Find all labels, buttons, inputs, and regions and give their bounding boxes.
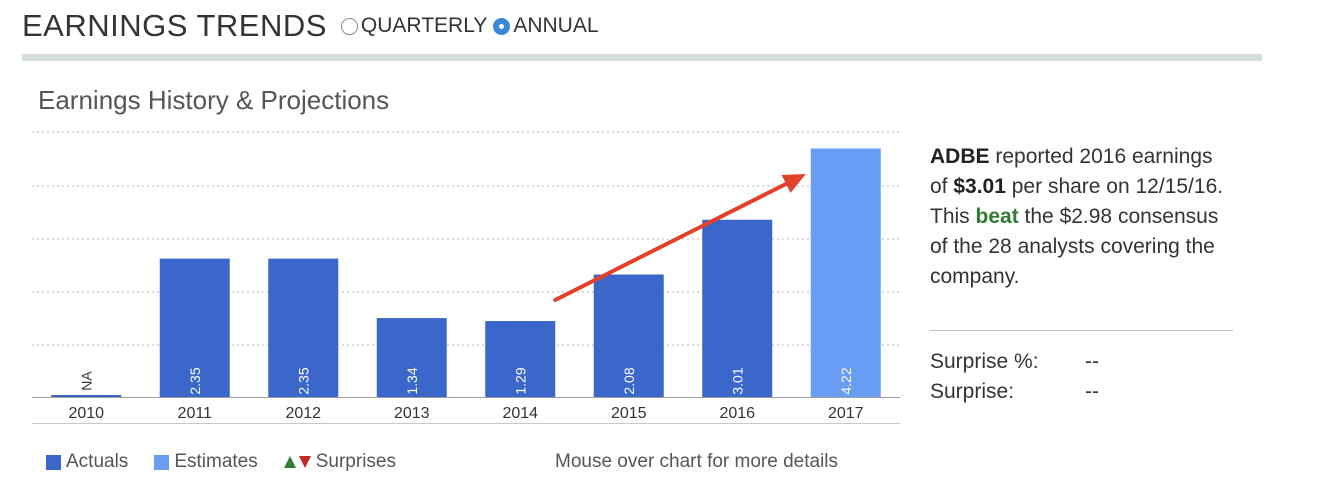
bar-label-2011: 2.35 — [187, 367, 203, 394]
bar-2012[interactable] — [268, 258, 339, 397]
chart-tick-labels: 2010 2011 2012 2013 2014 2015 2016 2017 — [68, 405, 863, 422]
legend-estimates-label: Estimates — [174, 451, 258, 472]
bar-label-2012: 2.35 — [295, 367, 311, 394]
legend-estimates: Estimates — [154, 451, 258, 473]
chart-legend: Actuals Estimates Surprises — [46, 451, 422, 473]
summary-text-3: the $2.98 consensus of the 28 analysts c… — [930, 205, 1219, 288]
x-tick-2016: 2016 — [719, 405, 755, 422]
chart-bar-labels: NA 2.35 2.35 1.34 1.29 2.08 3.01 4.22 — [78, 367, 854, 394]
x-tick-2015: 2015 — [611, 405, 647, 422]
x-tick-2013: 2013 — [394, 405, 430, 422]
summary-eps: $3.01 — [953, 175, 1006, 198]
section-title: EARNINGS TRENDS — [22, 8, 327, 43]
surprise-label: Surprise: — [930, 380, 1015, 403]
summary-text-2: per share on 12/15/16. This — [930, 175, 1224, 228]
radio-annual-label[interactable]: ANNUAL — [513, 14, 599, 37]
bar-label-2014: 1.29 — [512, 367, 528, 394]
header-divider — [22, 54, 1262, 61]
summary-ticker[interactable]: ADBE — [930, 145, 990, 168]
legend-estimates-swatch — [154, 454, 170, 470]
bar-2013[interactable] — [376, 318, 447, 397]
surprise-pct-row: Surprise %: -- — [930, 347, 1099, 377]
legend-actuals-label: Actuals — [66, 451, 129, 472]
bar-label-2013: 1.34 — [404, 367, 420, 394]
section-header: EARNINGS TRENDS QUARTERLY ANNUAL — [22, 4, 605, 48]
bar-label-2017: 4.22 — [838, 367, 854, 394]
bar-2017[interactable] — [810, 148, 881, 397]
radio-annual-circle[interactable] — [493, 17, 511, 35]
summary-text-1: reported 2016 earnings of — [930, 145, 1213, 198]
trend-arrow-shaft — [553, 181, 789, 302]
earnings-summary: ADBE reported 2016 earnings of $3.01 per… — [930, 142, 1230, 292]
legend-actuals-swatch — [46, 454, 61, 470]
x-tick-2012: 2012 — [285, 405, 321, 422]
legend-surprises-label: Surprises — [315, 451, 396, 472]
radio-annual[interactable]: ANNUAL — [493, 14, 599, 38]
radio-quarterly[interactable]: QUARTERLY — [340, 14, 488, 38]
bar-2016[interactable] — [702, 219, 773, 397]
x-tick-2010: 2010 — [68, 405, 104, 422]
radio-quarterly-circle[interactable] — [340, 17, 358, 35]
bar-label-2016: 3.01 — [729, 367, 745, 394]
summary-divider — [930, 330, 1233, 331]
bar-label-2010: NA — [78, 371, 94, 391]
chart-gridlines — [32, 131, 900, 424]
legend-actuals: Actuals — [46, 451, 128, 473]
bar-2011[interactable] — [159, 258, 230, 397]
panel-title: Earnings History & Projections — [38, 85, 390, 115]
chart-hint: Mouse over chart for more details — [555, 451, 839, 472]
surprise-pct-value: -- — [1085, 350, 1099, 373]
trend-arrow — [553, 174, 806, 302]
trend-arrow-head — [781, 174, 806, 193]
x-tick-2011: 2011 — [178, 405, 213, 422]
bar-label-2015: 2.08 — [621, 367, 637, 394]
surprise-up-icon — [283, 456, 296, 468]
surprise-down-icon — [298, 456, 311, 468]
surprise-pct-label: Surprise %: — [930, 350, 1039, 373]
chart-bars — [51, 148, 881, 397]
summary-result: beat — [975, 205, 1019, 228]
radio-quarterly-label[interactable]: QUARTERLY — [360, 14, 488, 37]
surprise-row: Surprise: -- — [930, 377, 1099, 407]
bar-2015[interactable] — [593, 274, 664, 397]
x-tick-2014: 2014 — [502, 405, 538, 422]
x-tick-2017: 2017 — [828, 405, 864, 422]
bar-2014[interactable] — [485, 321, 556, 397]
surprise-value: -- — [1085, 380, 1099, 403]
bar-2010[interactable] — [51, 395, 122, 397]
legend-surprises: Surprises — [283, 451, 396, 473]
surprise-stats: Surprise %: -- Surprise: -- — [930, 347, 1099, 407]
